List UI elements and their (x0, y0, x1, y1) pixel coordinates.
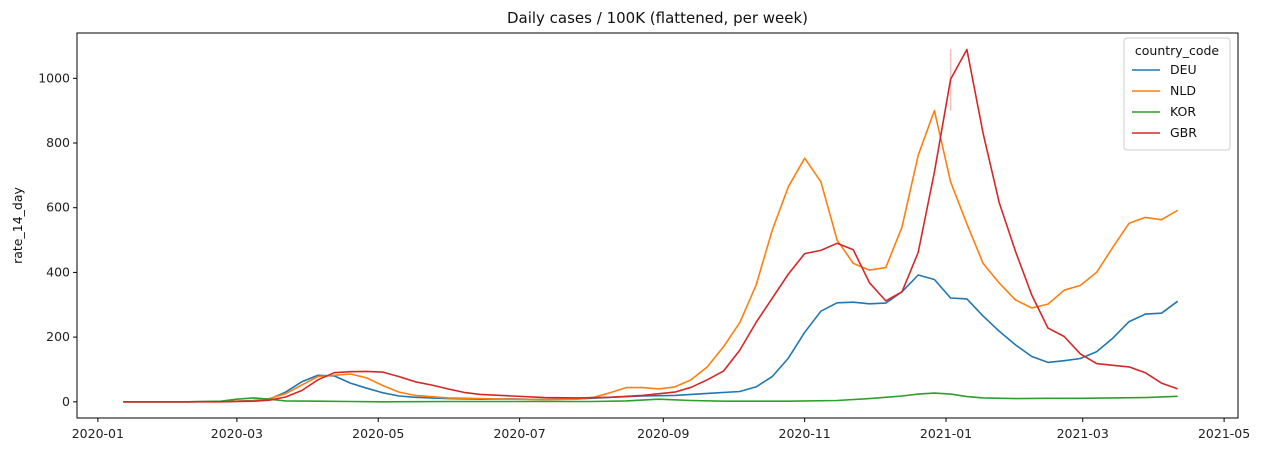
y-tick-label: 200 (46, 329, 70, 344)
legend: country_code DEU NLD KOR GBR (1123, 37, 1231, 151)
x-tick-label: 2020-05 (352, 426, 404, 441)
x-tick-label: 2021-01 (920, 426, 972, 441)
legend-label-gbr: GBR (1170, 125, 1197, 140)
x-tick-label: 2020-07 (493, 426, 545, 441)
chart-title: Daily cases / 100K (flattened, per week) (507, 9, 808, 27)
y-axis-label: rate_14_day (10, 187, 25, 264)
plot-border (76, 32, 1239, 419)
y-tick-label: 0 (62, 394, 70, 409)
y-tick-label: 400 (46, 264, 70, 279)
series-line-nld (123, 109, 1179, 403)
axes: 0 200 400 600 800 1000 2020-01 2020-03 2020-05 20… (38, 70, 1250, 441)
x-tick-label: 2020-01 (72, 426, 124, 441)
legend-box (1123, 37, 1231, 151)
series-line-gbr (123, 48, 1178, 403)
x-tick-label: 2020-09 (637, 426, 689, 441)
legend-title: country_code (1135, 43, 1220, 58)
y-tick-label: 600 (46, 200, 70, 215)
series-line-kor (123, 392, 1178, 403)
y-tick-label: 800 (46, 135, 70, 150)
x-tick-label: 2021-03 (1057, 426, 1109, 441)
series-lines (123, 48, 1179, 403)
legend-label-kor: KOR (1170, 104, 1196, 119)
plot-frame (76, 32, 1239, 419)
y-tick-label: 1000 (38, 70, 70, 85)
series-line-deu (123, 274, 1179, 403)
x-tick-label: 2020-11 (779, 426, 831, 441)
legend-label-deu: DEU (1170, 62, 1197, 77)
legend-label-nld: NLD (1170, 83, 1196, 98)
x-tick-label: 2020-03 (211, 426, 263, 441)
x-tick-label: 2021-05 (1198, 426, 1250, 441)
